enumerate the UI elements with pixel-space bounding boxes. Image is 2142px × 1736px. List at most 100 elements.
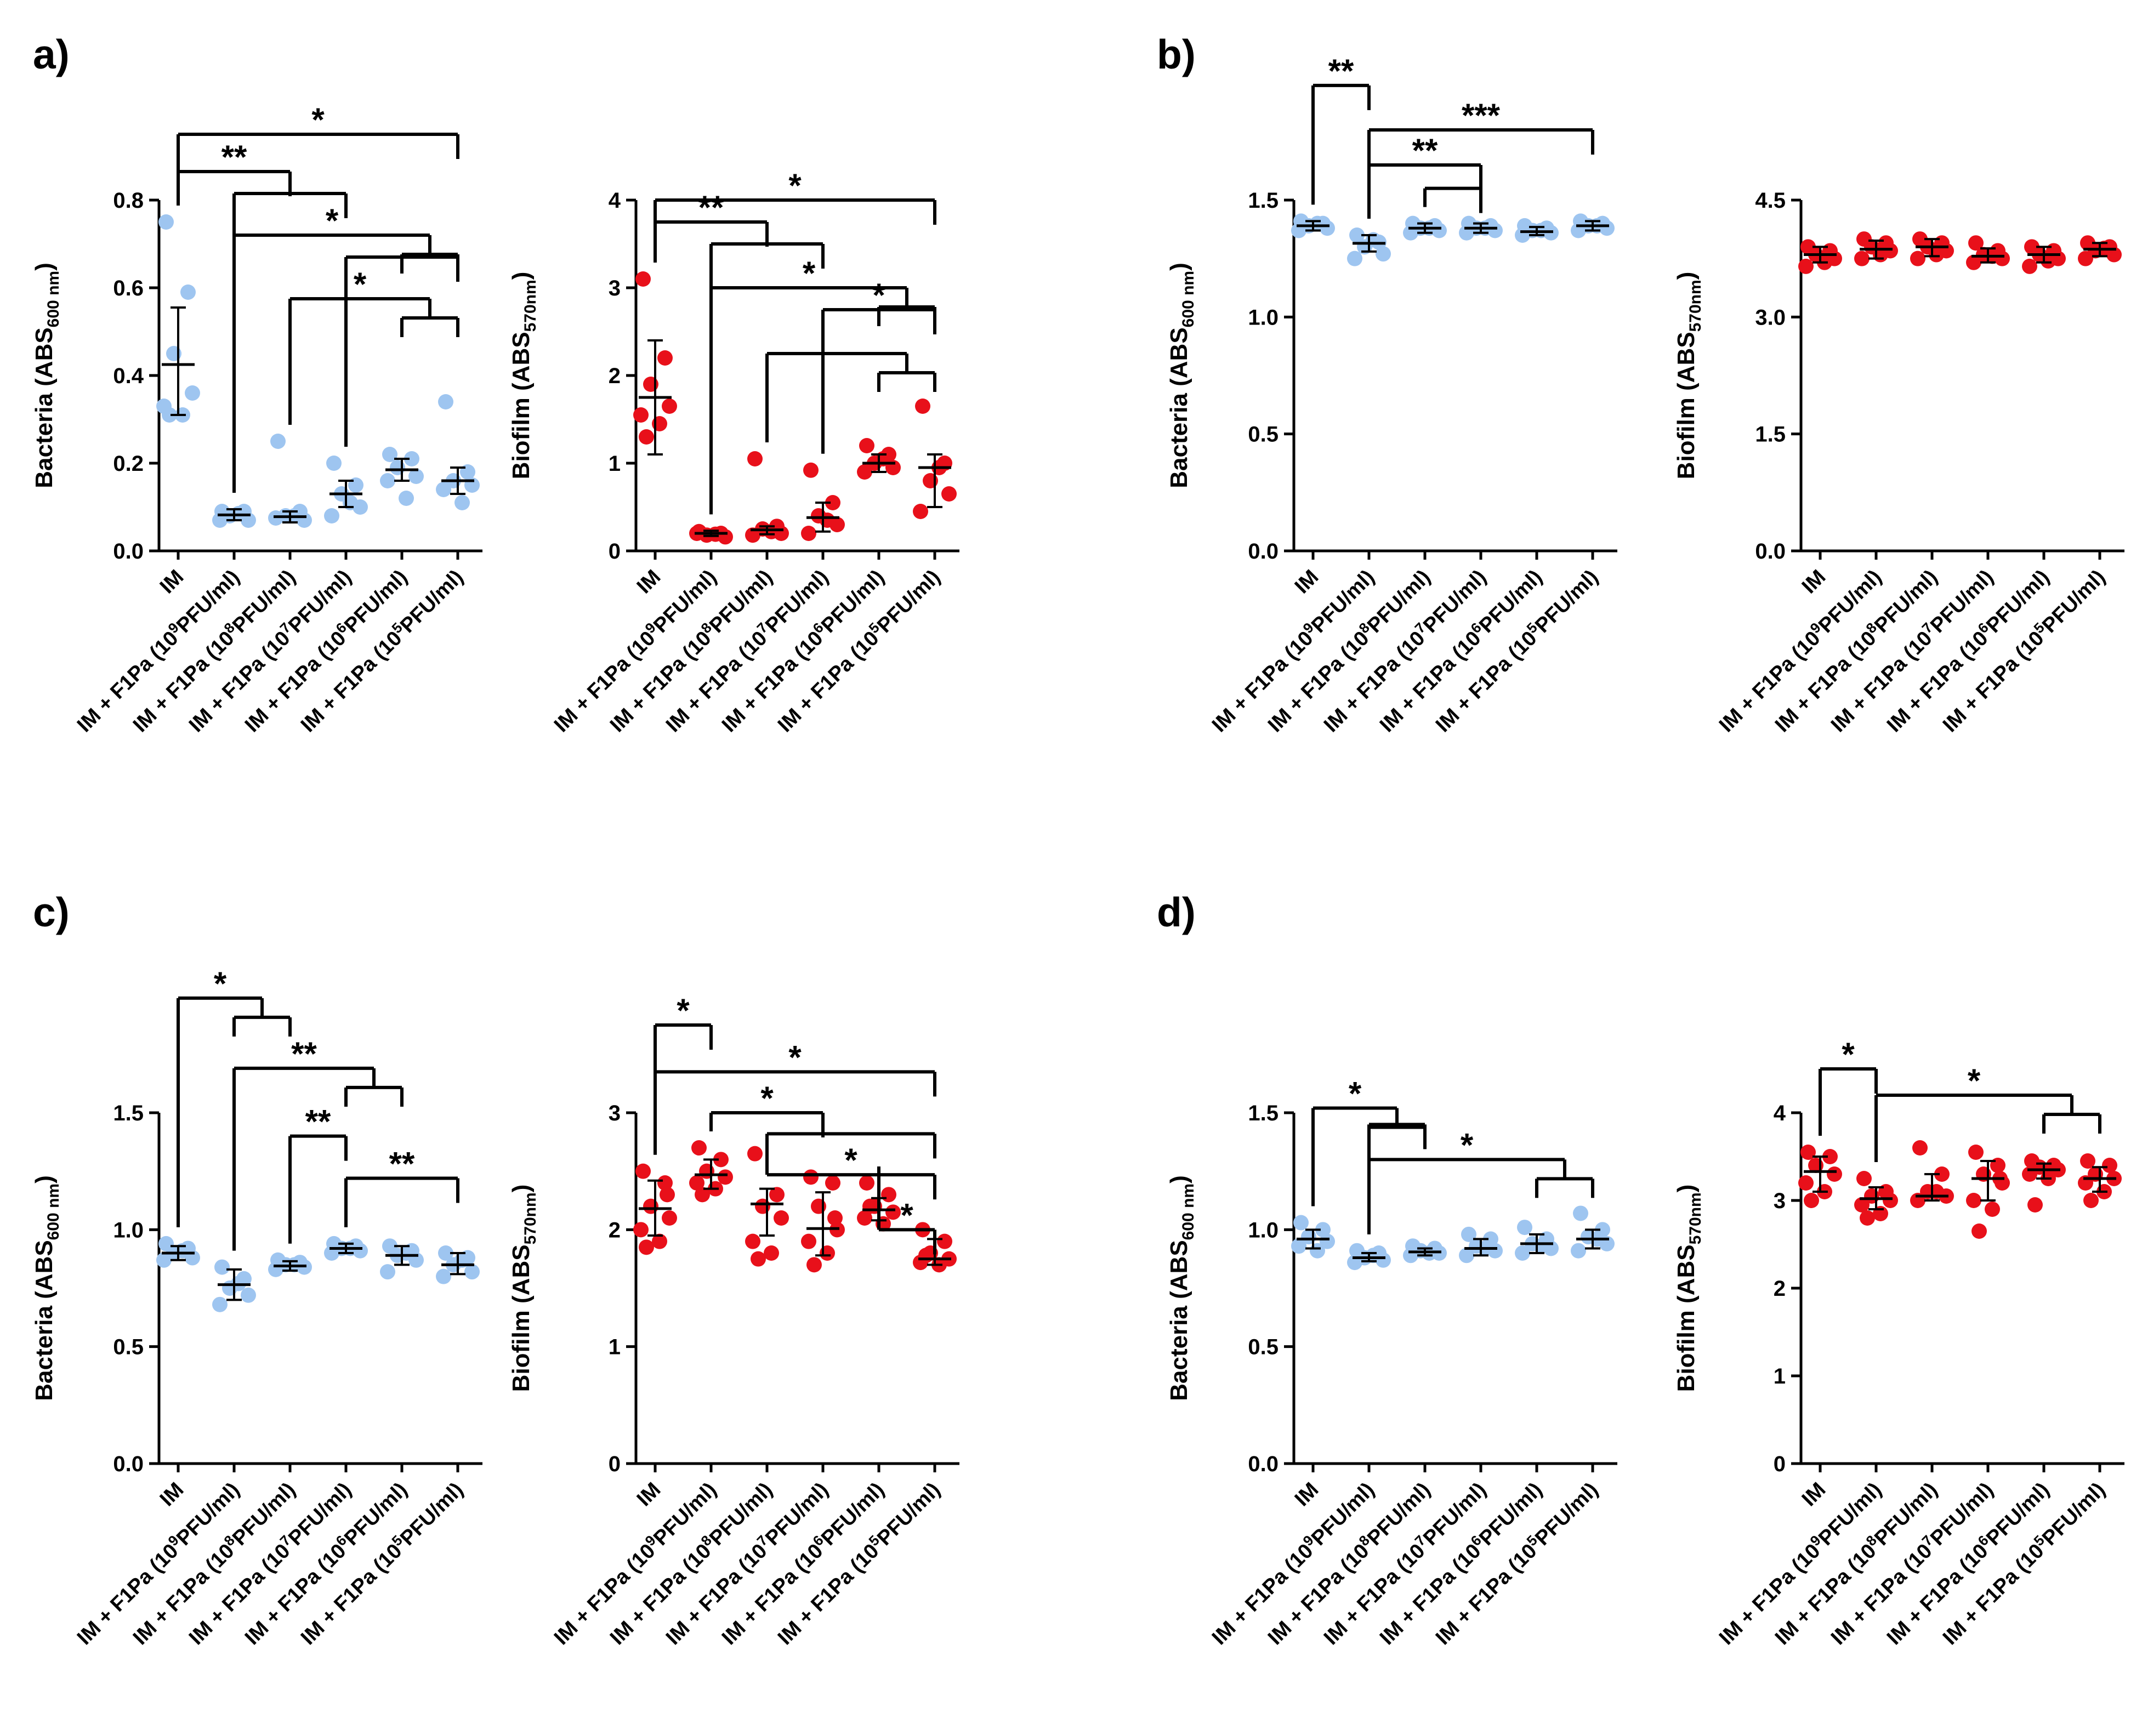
significance-stars: * <box>1968 1062 1981 1099</box>
y-tick-label: 1 <box>609 452 621 476</box>
data-point <box>1856 1171 1872 1186</box>
significance-stars: * <box>354 266 367 303</box>
data-point <box>1966 254 1981 270</box>
y-tick-label: 1.5 <box>113 1101 144 1125</box>
data-point <box>408 469 424 484</box>
data-point <box>1515 1245 1530 1261</box>
y-tick-label: 1 <box>1774 1364 1786 1388</box>
data-point <box>1293 1215 1309 1231</box>
data-point <box>859 1175 874 1191</box>
y-tick-label: 0.8 <box>113 189 144 213</box>
data-point <box>436 1268 451 1284</box>
data-point <box>1349 227 1365 243</box>
data-point <box>1827 1166 1842 1182</box>
y-tick-label: 1.5 <box>1248 189 1279 213</box>
significance-stars: * <box>214 965 227 1002</box>
data-point <box>691 1140 707 1156</box>
significance-stars: * <box>1349 1075 1362 1112</box>
data-point <box>657 1175 673 1191</box>
panel-label-c: c) <box>33 889 70 935</box>
data-point <box>662 1210 677 1226</box>
x-category-label: IM <box>633 566 666 599</box>
y-tick-label: 0.0 <box>113 539 144 564</box>
x-category-label: IM <box>1798 1478 1831 1511</box>
data-point <box>380 1264 395 1280</box>
data-point <box>1968 1145 1984 1160</box>
data-point <box>937 1233 952 1249</box>
x-category-label: IM <box>156 1478 189 1511</box>
data-point <box>324 508 339 523</box>
significance-stars: ** <box>1412 132 1438 169</box>
data-point <box>212 513 228 528</box>
significance-stars: * <box>311 101 325 138</box>
data-point <box>695 1187 710 1203</box>
x-category-label: IM <box>1291 1478 1323 1511</box>
significance-stars: * <box>844 1142 857 1179</box>
data-point <box>464 1264 480 1280</box>
data-point <box>639 429 654 445</box>
data-point <box>268 1261 283 1277</box>
data-point <box>801 526 816 541</box>
significance-stars: ** <box>221 139 247 175</box>
y-tick-label: 0.5 <box>1248 423 1279 447</box>
data-point <box>382 447 397 462</box>
data-point <box>436 482 451 497</box>
data-point <box>1966 1193 1981 1208</box>
y-tick-label: 1.0 <box>113 1218 144 1242</box>
y-tick-label: 0 <box>609 1452 621 1476</box>
y-tick-label: 2 <box>609 1218 621 1242</box>
x-category-label: IM <box>633 1478 666 1511</box>
data-point <box>326 456 342 471</box>
data-point <box>1934 1166 1950 1182</box>
data-point <box>185 385 200 401</box>
significance-stars: * <box>1842 1036 1855 1073</box>
y-axis-label: Biofilm (ABS570nm) <box>1673 1185 1704 1392</box>
data-point <box>380 473 395 488</box>
data-point <box>1968 235 1984 251</box>
x-category-label: IM <box>1798 566 1831 599</box>
data-point <box>862 1198 878 1214</box>
data-point <box>1517 1220 1532 1236</box>
data-point <box>1320 1233 1335 1249</box>
data-point <box>1860 1210 1875 1226</box>
y-tick-label: 1.0 <box>1248 305 1279 329</box>
y-tick-label: 1.5 <box>1755 423 1786 447</box>
data-point <box>2027 1197 2043 1213</box>
x-category-label: IM <box>156 566 189 599</box>
data-point <box>635 271 651 287</box>
data-point <box>660 1187 675 1203</box>
significance-stars: * <box>326 202 339 239</box>
significance-stars: ** <box>291 1035 317 1072</box>
data-point <box>801 1233 816 1249</box>
data-point <box>1800 1145 1816 1160</box>
y-axis-label: Bacteria (ABS600 nm) <box>1166 1175 1197 1401</box>
data-point <box>803 1169 819 1185</box>
y-tick-label: 0 <box>1774 1452 1786 1476</box>
significance-stars: * <box>900 1197 913 1233</box>
data-point <box>639 1239 654 1255</box>
data-point <box>2078 251 2093 266</box>
y-axis-label: Bacteria (ABS600 nm) <box>31 1175 63 1401</box>
data-point <box>774 1210 789 1226</box>
data-point <box>1798 258 1814 274</box>
data-point <box>881 1187 896 1203</box>
data-point <box>913 504 928 519</box>
data-point <box>1971 1223 1987 1239</box>
data-point <box>2083 1193 2099 1208</box>
data-point <box>1822 1149 1838 1164</box>
data-point <box>652 1233 667 1249</box>
significance-stars: * <box>1461 1126 1474 1163</box>
y-axis-label: Bacteria (ABS600 nm) <box>1166 263 1197 488</box>
data-point <box>1315 1222 1331 1238</box>
y-axis-label: Biofilm (ABS570nm) <box>508 1185 539 1392</box>
y-tick-label: 4 <box>609 189 621 213</box>
y-tick-label: 0.0 <box>1755 539 1786 564</box>
data-point <box>1347 251 1362 266</box>
data-point <box>827 1210 843 1226</box>
data-point <box>825 495 840 510</box>
data-point <box>438 394 453 409</box>
